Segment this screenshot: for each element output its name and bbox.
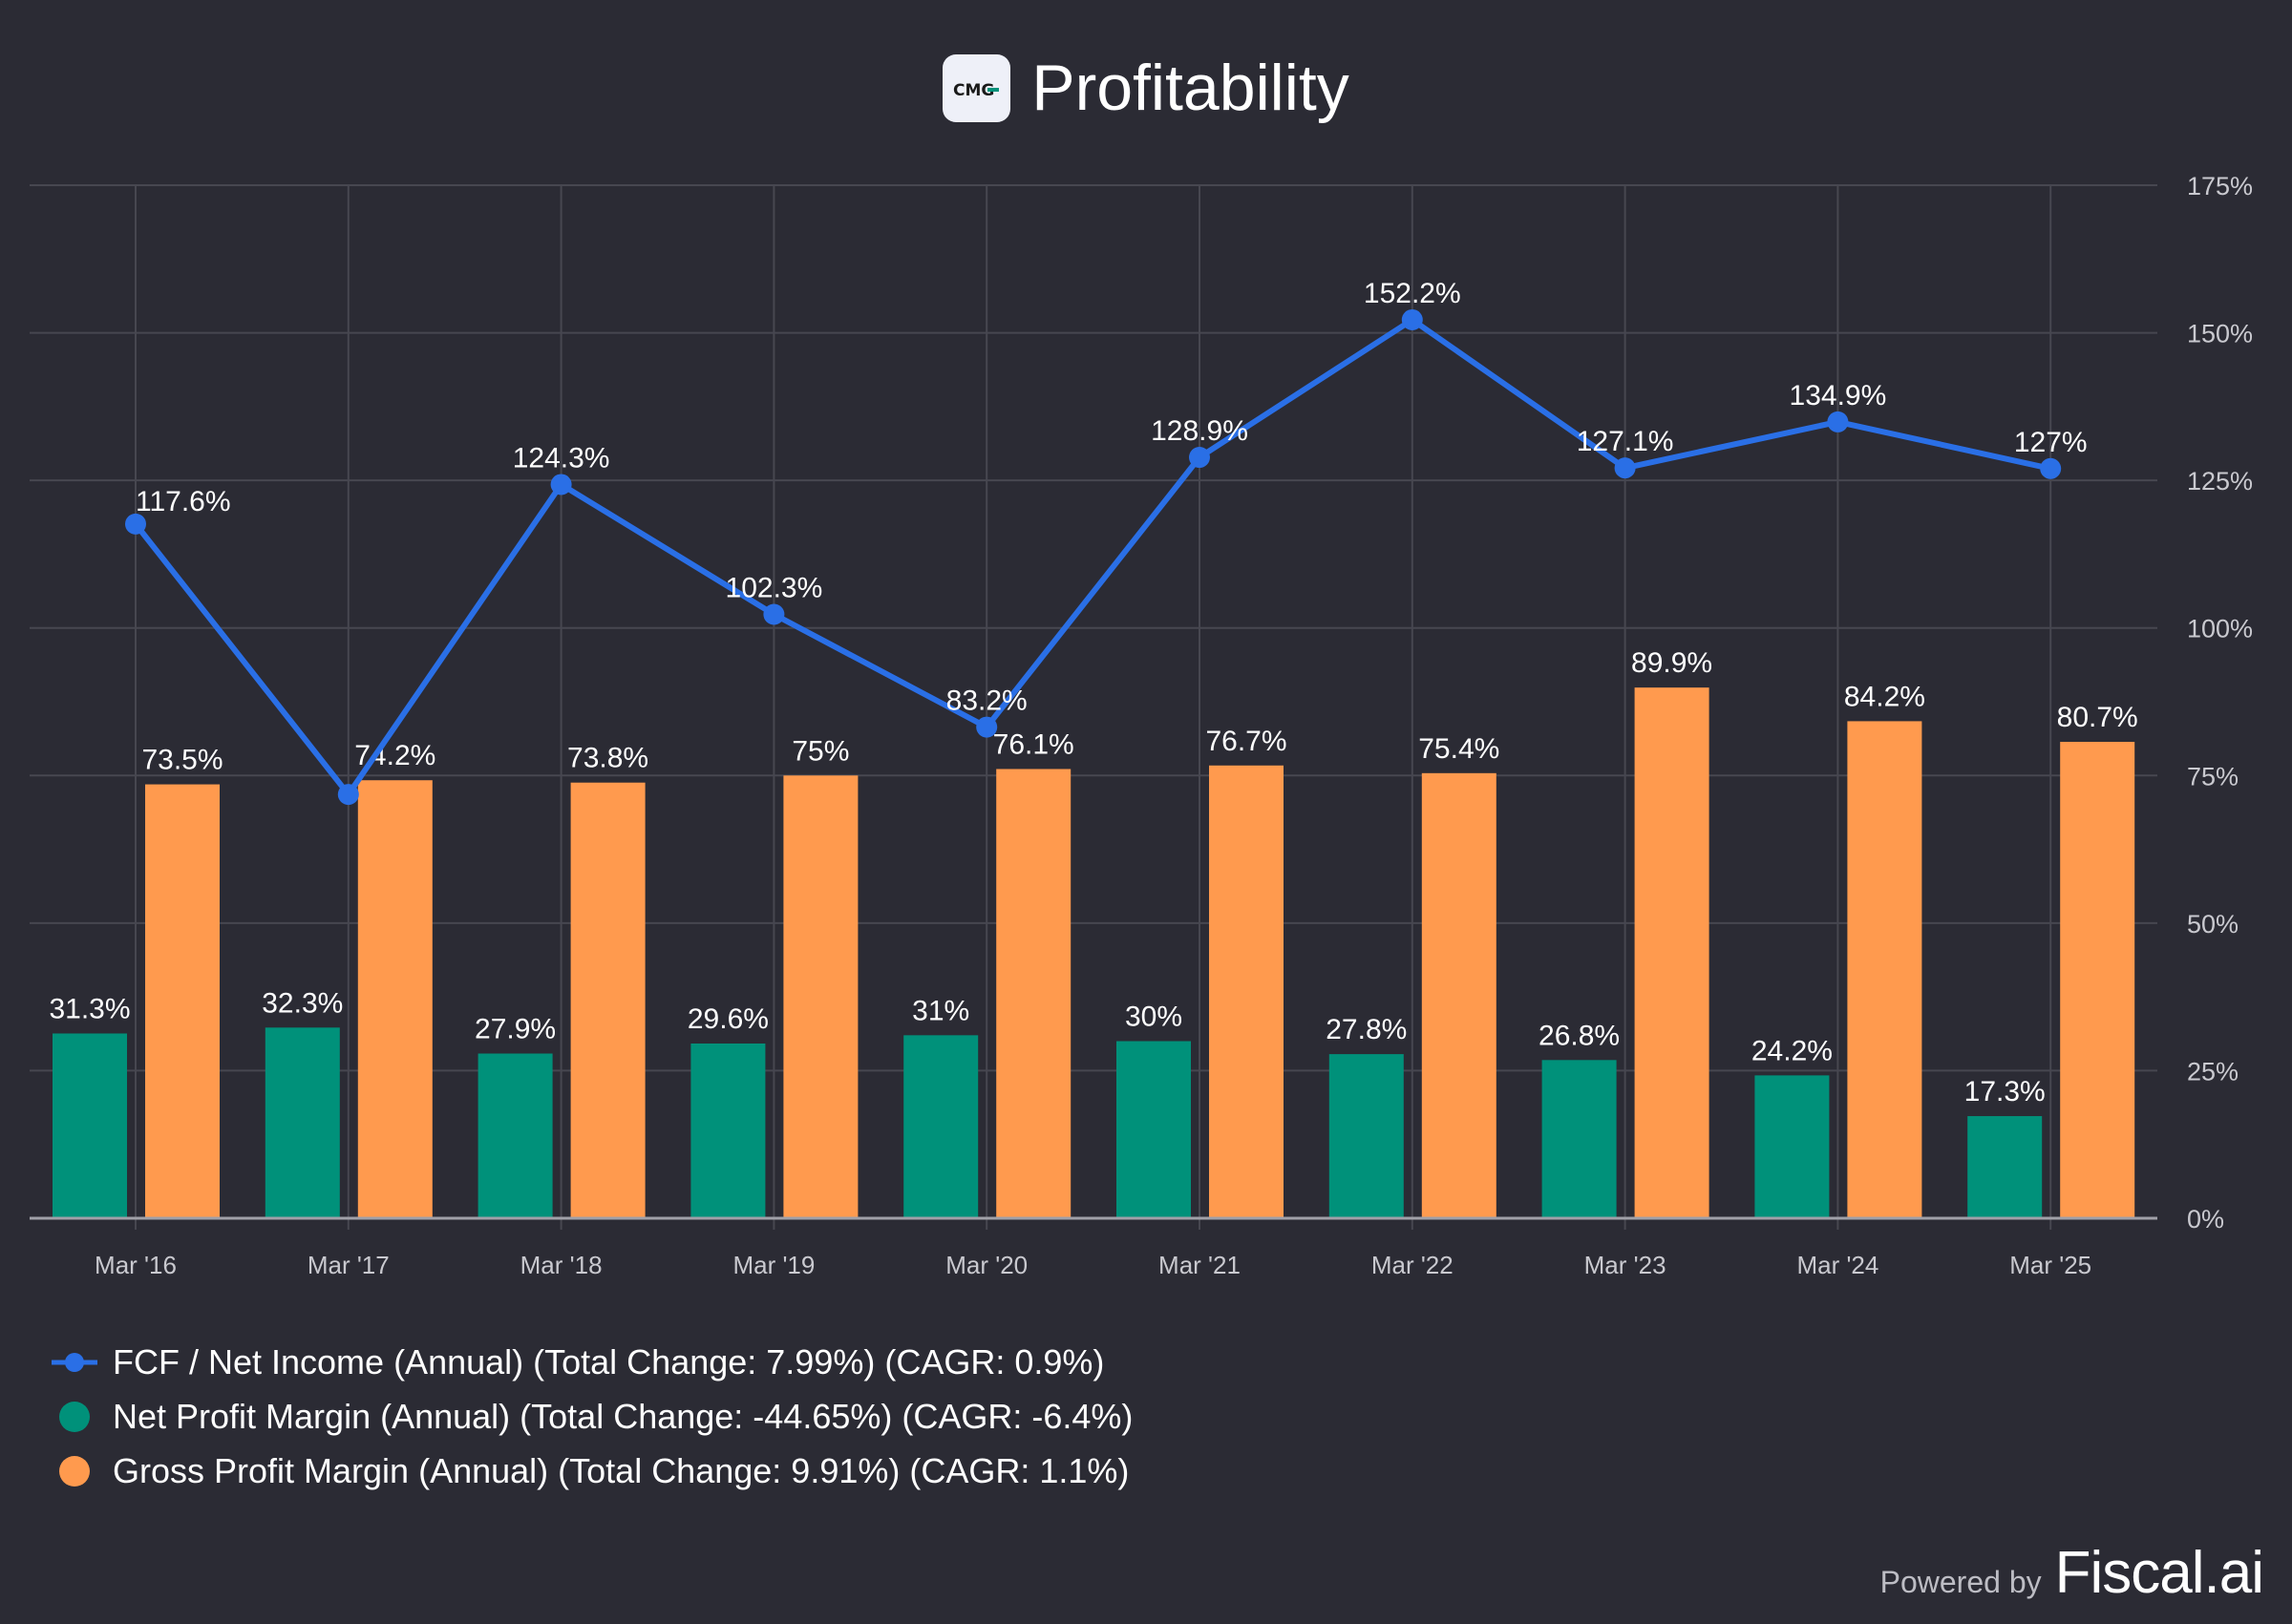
data-label: 31.3% [49,993,130,1024]
bar-net-profit-margin [1967,1116,2043,1218]
y-tick-label: 75% [2187,762,2239,791]
x-tick-label: Mar '25 [2009,1251,2091,1279]
chart-header: CMG Profitability [0,54,2292,122]
data-label: 31% [912,995,969,1026]
data-label: 102.3% [726,572,823,603]
data-label: 30% [1125,1002,1182,1033]
bar-net-profit-margin [1541,1060,1617,1218]
data-label: 73.8% [567,743,648,774]
bar-gross-profit-margin [1634,687,1709,1218]
point-fcf-net-income [1189,447,1210,469]
bar-gross-profit-margin [2060,742,2135,1218]
bar-net-profit-margin [903,1035,979,1218]
bar-net-profit-margin [1754,1075,1830,1218]
legend-item-net-profit-margin[interactable]: Net Profit Margin (Annual) (Total Change… [48,1389,1133,1444]
bar-gross-profit-margin [570,782,646,1218]
point-fcf-net-income [550,474,572,496]
data-label: 128.9% [1151,415,1248,447]
bar-gross-profit-margin [1421,772,1496,1218]
data-label: 27.8% [1326,1014,1407,1045]
x-tick-label: Mar '23 [1584,1251,1666,1279]
x-tick-label: Mar '24 [1796,1251,1878,1279]
legend-label: Gross Profit Margin (Annual) (Total Chan… [113,1450,1130,1490]
cmg-logo-icon: CMG [953,81,999,99]
data-label: 127% [2014,427,2088,458]
data-label: 134.9% [1790,380,1887,411]
y-tick-label: 150% [2187,320,2253,348]
bar-gross-profit-margin [357,780,433,1218]
brand-logo: Fiscal.ai [2054,1540,2264,1606]
powered-by: Powered by Fiscal.ai [1879,1539,2264,1607]
data-label: 84.2% [1844,681,1925,712]
data-label: 32.3% [262,987,343,1019]
bar-net-profit-margin [690,1043,766,1218]
data-label: 24.2% [1751,1035,1833,1066]
point-fcf-net-income [1827,411,1849,432]
data-label: 127.1% [1577,426,1674,457]
bar-gross-profit-margin [1847,721,1922,1218]
x-tick-label: Mar '17 [308,1251,390,1279]
bar-net-profit-margin [53,1033,127,1218]
data-label: 124.3% [513,442,610,474]
legend-label: FCF / Net Income (Annual) (Total Change:… [113,1341,1105,1381]
y-tick-label: 125% [2187,467,2253,496]
x-tick-label: Mar '19 [732,1251,815,1279]
line-dot-marker-icon [52,1352,97,1372]
point-fcf-net-income [1614,457,1636,479]
chart-title: Profitability [1031,52,1349,124]
x-tick-label: Mar '16 [95,1251,177,1279]
x-tick-label: Mar '21 [1158,1251,1241,1279]
legend-item-gross-profit-margin[interactable]: Gross Profit Margin (Annual) (Total Chan… [48,1444,1133,1498]
point-fcf-net-income [1401,308,1423,330]
data-label: 152.2% [1364,278,1461,309]
data-label: 17.3% [1964,1076,2046,1107]
bar-gross-profit-margin [783,775,859,1218]
point-fcf-net-income [2040,457,2062,479]
legend-item-fcf-net-income[interactable]: FCF / Net Income (Annual) (Total Change:… [48,1335,1133,1389]
point-fcf-net-income [763,603,785,625]
data-label: 75.4% [1418,733,1499,765]
bar-net-profit-margin [1116,1041,1191,1218]
bar-gross-profit-margin [1209,765,1284,1218]
data-label: 89.9% [1631,647,1712,679]
data-label: 117.6% [136,486,231,517]
data-label: 26.8% [1539,1020,1620,1051]
legend-label: Net Profit Margin (Annual) (Total Change… [113,1396,1134,1436]
legend: FCF / Net Income (Annual) (Total Change:… [48,1335,1133,1498]
x-tick-label: Mar '20 [945,1251,1028,1279]
y-tick-label: 175% [2187,172,2253,200]
data-label: 29.6% [688,1003,769,1035]
x-tick-label: Mar '22 [1371,1251,1454,1279]
company-logo: CMG [943,54,1011,122]
data-label: 76.1% [993,728,1074,760]
y-tick-label: 0% [2187,1205,2224,1234]
line-fcf-net-income [133,316,2051,798]
chart-plot: 0% 25% 50% 75% 100% 125% 150% 175% Mar '16 Mar '1… [30,172,2253,1279]
data-label: 80.7% [2057,702,2138,733]
powered-by-label: Powered by [1879,1565,2042,1599]
data-label: 73.5% [141,745,223,776]
y-tick-label: 25% [2187,1057,2239,1086]
point-fcf-net-income [125,513,146,535]
data-label: 76.7% [1205,726,1286,757]
data-label: 27.9% [475,1013,556,1044]
y-tick-label: 50% [2187,910,2239,939]
bar-gross-profit-margin [145,784,220,1218]
point-fcf-net-income [337,784,359,806]
point-fcf-net-income [976,716,998,738]
data-label: 83.2% [946,685,1028,717]
bar-net-profit-margin [265,1027,340,1218]
data-label: 75% [792,735,849,767]
bar-gross-profit-margin [996,769,1072,1218]
y-tick-label: 100% [2187,615,2253,643]
svg-text:CMG: CMG [953,81,994,99]
bar-net-profit-margin [478,1053,553,1218]
x-tick-label: Mar '18 [520,1251,603,1279]
circle-marker-icon [59,1455,90,1487]
bar-net-profit-margin [1328,1054,1404,1218]
circle-marker-icon [59,1401,90,1432]
